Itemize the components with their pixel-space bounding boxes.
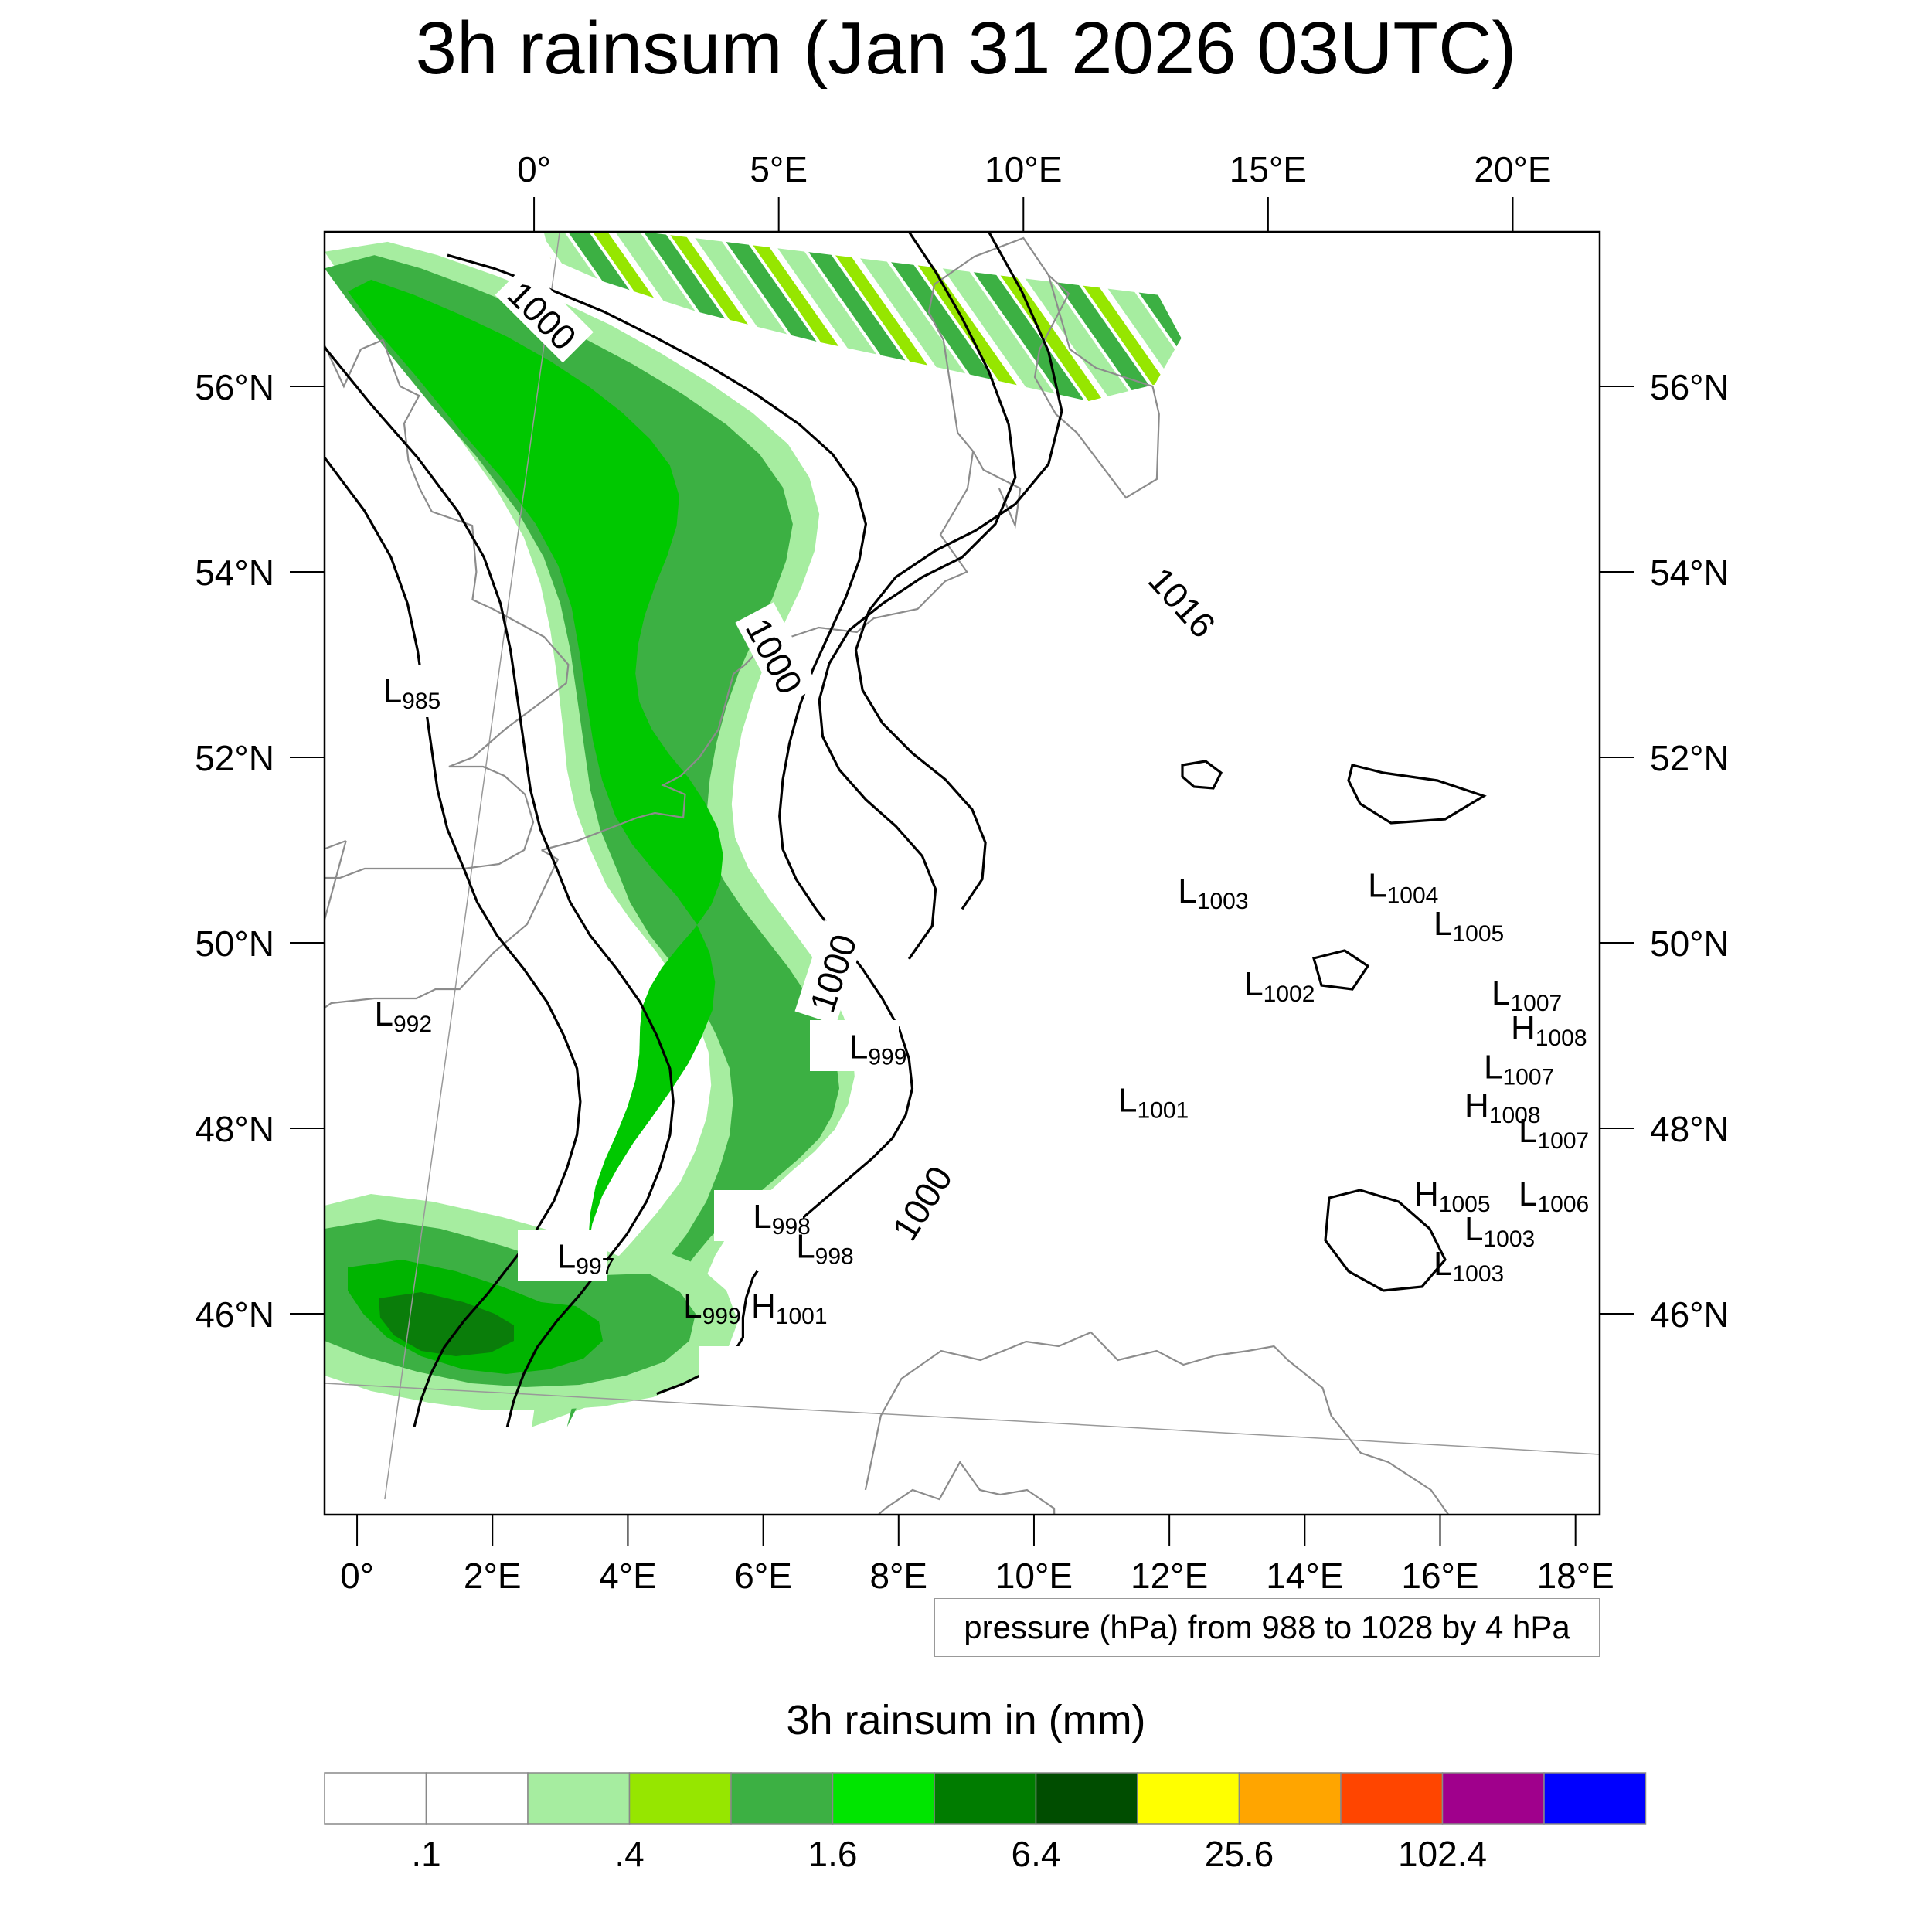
svg-text:.1: .1 bbox=[411, 1834, 440, 1874]
svg-text:.4: .4 bbox=[614, 1834, 644, 1874]
svg-text:25.6: 25.6 bbox=[1205, 1834, 1274, 1874]
svg-text:6.4: 6.4 bbox=[1012, 1834, 1061, 1874]
svg-text:102.4: 102.4 bbox=[1398, 1834, 1487, 1874]
svg-text:1.6: 1.6 bbox=[808, 1834, 858, 1874]
